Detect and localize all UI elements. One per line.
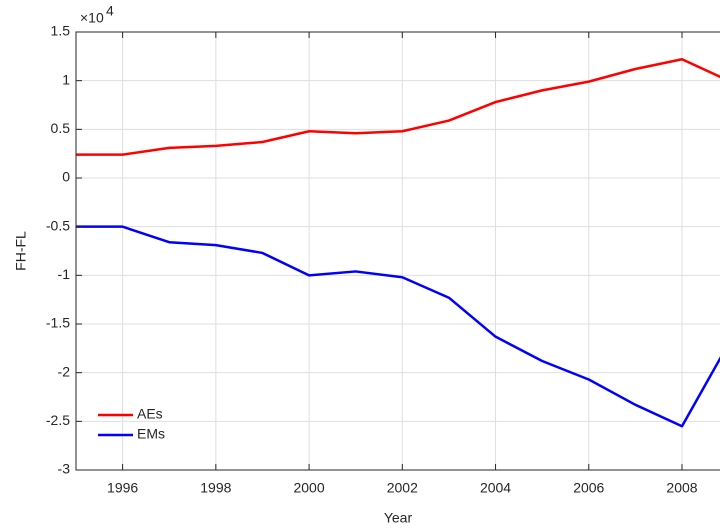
series-line [76,225,720,428]
y-exponent: 4 [106,3,114,19]
series-line [76,58,720,156]
y-axis-label: FH-FL [13,231,29,271]
axes-frame [75,31,720,471]
y-tick-label: -3 [58,461,71,477]
y-tick-label: -1 [58,266,71,282]
y-tick-label: 0.5 [51,120,71,136]
x-tick-label: 2004 [480,480,511,496]
y-tick-label: -2.5 [46,412,70,428]
y-tick-label: 0 [62,169,70,185]
x-tick-label: 2000 [293,480,324,496]
x-tick-label: 2008 [666,480,697,496]
x-axis-label: Year [384,510,413,526]
x-tick-label: 1998 [200,480,231,496]
y-tick-label: 1.5 [51,23,71,39]
plot [76,32,720,470]
legend-label: AEs [137,406,163,422]
y-tick-label: 1 [62,71,70,87]
legend-label: EMs [137,426,165,442]
x-tick-label: 2006 [573,480,604,496]
y-exponent-base: ×10 [80,10,104,26]
x-tick-label: 2002 [387,480,418,496]
y-tick-label: -2 [58,363,71,379]
y-tick-label: -1.5 [46,315,70,331]
x-tick-label: 1996 [107,480,138,496]
plot-area [76,32,720,470]
y-tick-label: -0.5 [46,217,70,233]
